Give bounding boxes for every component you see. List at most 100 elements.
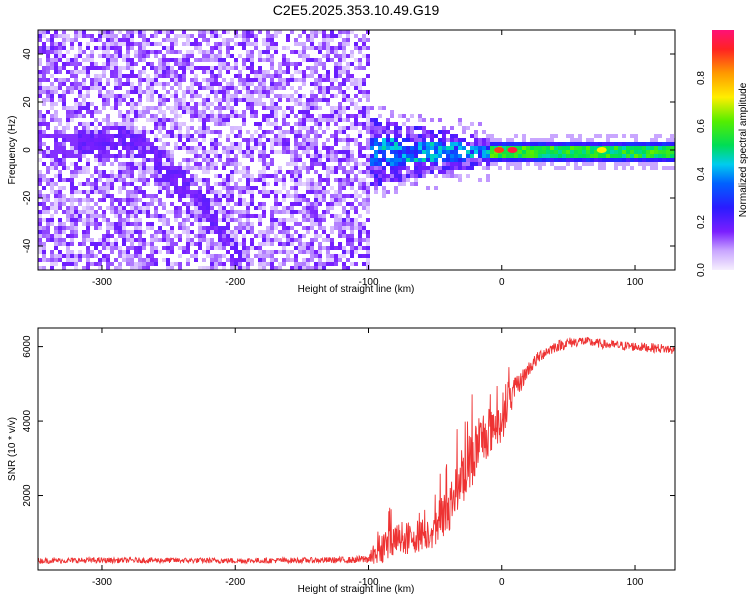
- heatmap-cell: [62, 46, 66, 50]
- heatmap-cell: [46, 226, 50, 230]
- heatmap-cell: [334, 226, 338, 230]
- heatmap-cell: [358, 146, 362, 150]
- heatmap-cell: [110, 122, 114, 126]
- heatmap-cell: [670, 142, 674, 146]
- heatmap-cell: [138, 114, 142, 118]
- heatmap-cell: [38, 230, 42, 234]
- heatmap-cell: [226, 134, 230, 138]
- heatmap-cell: [334, 50, 338, 54]
- heatmap-cell: [186, 234, 190, 238]
- heatmap-cell: [86, 226, 90, 230]
- heatmap-cell: [466, 162, 470, 166]
- heatmap-cell: [338, 246, 342, 250]
- heatmap-cell: [190, 98, 194, 102]
- heatmap-cell: [670, 138, 674, 142]
- heatmap-cell: [602, 154, 606, 158]
- heatmap-cell: [94, 86, 98, 90]
- heatmap-cell: [178, 262, 182, 266]
- heatmap-cell: [194, 250, 198, 254]
- heatmap-cell: [38, 46, 42, 50]
- heatmap-cell: [226, 30, 230, 34]
- heatmap-cell: [62, 198, 66, 202]
- heatmap-cell: [138, 238, 142, 242]
- heatmap-cell: [186, 134, 190, 138]
- heatmap-cell: [282, 114, 286, 118]
- heatmap-cell: [86, 178, 90, 182]
- heatmap-cell: [394, 162, 398, 166]
- heatmap-cell: [90, 78, 94, 82]
- heatmap-cell: [306, 114, 310, 118]
- heatmap-cell: [262, 266, 266, 270]
- heatmap-cell: [202, 258, 206, 262]
- heatmap-cell: [54, 202, 58, 206]
- heatmap-cell: [446, 174, 450, 178]
- heatmap-cell: [230, 230, 234, 234]
- heatmap-cell: [422, 118, 426, 122]
- heatmap-cell: [54, 162, 58, 166]
- heatmap-cell: [318, 42, 322, 46]
- heatmap-cell: [286, 46, 290, 50]
- heatmap-cell: [366, 126, 370, 130]
- heatmap-cell: [242, 42, 246, 46]
- heatmap-cell: [666, 154, 670, 158]
- heatmap-cell: [110, 58, 114, 62]
- heatmap-cell: [114, 206, 118, 210]
- heatmap-cell: [102, 106, 106, 110]
- heatmap-cell: [298, 126, 302, 130]
- heatmap-cell: [110, 246, 114, 250]
- heatmap-cell: [230, 266, 234, 270]
- heatmap-cell: [290, 150, 294, 154]
- heatmap-cell: [462, 162, 466, 166]
- heatmap-cell: [294, 166, 298, 170]
- heatmap-cell: [202, 114, 206, 118]
- heatmap-cell: [266, 182, 270, 186]
- heatmap-cell: [306, 202, 310, 206]
- heatmap-cell: [190, 230, 194, 234]
- heatmap-cell: [302, 114, 306, 118]
- heatmap-cell: [302, 198, 306, 202]
- heatmap-cell: [226, 186, 230, 190]
- heatmap-cell: [174, 166, 178, 170]
- heatmap-cell: [430, 158, 434, 162]
- heatmap-cell: [106, 150, 110, 154]
- heatmap-cell: [218, 218, 222, 222]
- heatmap-cell: [110, 162, 114, 166]
- heatmap-cell: [142, 54, 146, 58]
- colorbar-tick-label: 0.0: [696, 263, 707, 277]
- heatmap-cell: [138, 82, 142, 86]
- heatmap-cell: [246, 58, 250, 62]
- heatmap-cell: [138, 102, 142, 106]
- heatmap-cell: [230, 210, 234, 214]
- heatmap-cell: [274, 234, 278, 238]
- heatmap-cell: [394, 190, 398, 194]
- heatmap-cell: [186, 90, 190, 94]
- heatmap-cell: [190, 238, 194, 242]
- heatmap-cell: [146, 146, 150, 150]
- heatmap-cell: [206, 106, 210, 110]
- heatmap-cell: [46, 30, 50, 34]
- heatmap-cell: [342, 146, 346, 150]
- heatmap-cell: [194, 102, 198, 106]
- heatmap-cell: [170, 134, 174, 138]
- heatmap-cell: [314, 78, 318, 82]
- heatmap-cell: [490, 146, 494, 150]
- heatmap-cell: [210, 46, 214, 50]
- heatmap-cell: [654, 158, 658, 162]
- heatmap-cell: [306, 198, 310, 202]
- heatmap-cell: [102, 258, 106, 262]
- heatmap-cell: [70, 186, 74, 190]
- heatmap-cell: [306, 166, 310, 170]
- heatmap-cell: [226, 46, 230, 50]
- heatmap-cell: [346, 162, 350, 166]
- heatmap-cell: [378, 162, 382, 166]
- heatmap-cell: [126, 218, 130, 222]
- heatmap-cell: [178, 214, 182, 218]
- heatmap-cell: [250, 230, 254, 234]
- heatmap-cell: [138, 262, 142, 266]
- heatmap-cell: [322, 262, 326, 266]
- heatmap-cell: [194, 82, 198, 86]
- heatmap-cell: [422, 142, 426, 146]
- heatmap-cell: [138, 74, 142, 78]
- heatmap-cell: [474, 158, 478, 162]
- heatmap-cell: [314, 210, 318, 214]
